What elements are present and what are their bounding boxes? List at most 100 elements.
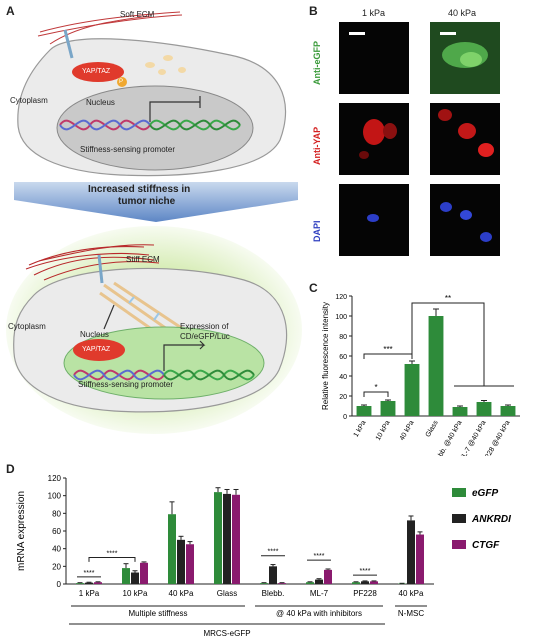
c-sig-bracket-3 — [411, 302, 485, 386]
col-label-40kpa: 40 kPa — [448, 8, 477, 18]
d-bar-ankrdi — [177, 539, 185, 584]
d-bar-egfp — [122, 568, 130, 584]
d-ytick-label: 80 — [52, 509, 61, 518]
c-xtick-label: 40 kPa — [399, 419, 416, 441]
phospho-label: P — [119, 79, 124, 85]
d-xtick-label: 40 kPa — [169, 589, 194, 598]
panel-label-a: A — [6, 4, 15, 18]
panel-label-c: C — [309, 281, 318, 295]
c-xtick-label: Glass — [425, 419, 440, 438]
d-ytick-label: 100 — [48, 492, 62, 501]
micrograph-egfp-40kpa — [430, 22, 500, 94]
scale-bar — [349, 32, 365, 35]
integrin-2 — [97, 254, 104, 284]
stiffness-arrow — [14, 182, 298, 222]
d-sig-blebb-label: **** — [268, 549, 279, 556]
d-bar-ankrdi — [269, 566, 277, 584]
c-ytick-label: 40 — [339, 374, 347, 381]
soft-ecm-cell-diagram — [17, 11, 287, 177]
d-group-label-3: MRCS-eGFP — [203, 629, 250, 636]
c-ytick-label: 120 — [335, 294, 347, 301]
dna-helix-2 — [73, 369, 255, 381]
d-xtick-label: 40 kPa — [399, 589, 424, 598]
d-bar-ankrdi — [407, 520, 415, 584]
d-group-label-4: N-MSC — [398, 609, 424, 618]
stiff-ecm-fibers — [25, 244, 160, 281]
d-bar-ctgf — [370, 581, 378, 584]
c-bar — [476, 402, 492, 416]
d-bar-ankrdi — [315, 579, 323, 584]
d-bar-egfp — [352, 582, 360, 584]
repression-marker — [149, 96, 201, 122]
d-xtick-label: ML-7 — [310, 589, 329, 598]
scale-bar-2 — [440, 32, 456, 35]
d-bar-ctgf — [232, 494, 240, 584]
d-bar-egfp — [306, 582, 314, 584]
nucleus — [56, 85, 254, 171]
d-bar-egfp — [260, 583, 268, 584]
d-sig-pf228-label: **** — [360, 568, 371, 575]
c-xtick-label: ML-7 @40 kPa — [458, 419, 488, 456]
d-group-label-2: @ 40 kPa with inhibitors — [276, 609, 362, 618]
cytoplasm-particles — [145, 55, 186, 75]
col-label-1kpa: 1 kPa — [362, 8, 386, 18]
c-bar — [452, 407, 468, 416]
c-sig-bracket-2 — [363, 353, 413, 359]
d-xtick-label: Glass — [217, 589, 237, 598]
d-legend-swatch-egfp — [452, 488, 466, 497]
soft-ecm-fibers — [37, 11, 183, 45]
d-group-label-1: Multiple stiffness — [129, 609, 188, 618]
dna-helix — [59, 119, 241, 131]
promoter-label: Stiffness-sensing promoter — [80, 145, 176, 154]
d-bar-ctgf — [324, 569, 332, 584]
d-sig-bracket — [88, 557, 136, 562]
c-bar — [428, 316, 444, 416]
panel-label-d: D — [6, 462, 15, 476]
micrograph-dapi-40kpa — [430, 184, 500, 256]
d-ytick-label: 60 — [52, 527, 61, 536]
c-xtick-label: 1 kPa — [353, 419, 368, 438]
d-bar-egfp — [214, 492, 222, 584]
d-xtick-label: 1 kPa — [79, 589, 100, 598]
d-ytick-label: 20 — [52, 562, 61, 571]
expression-arrow — [163, 340, 206, 371]
c-sig-bracket-2-label: *** — [383, 345, 392, 354]
c-sig-bracket-3-label: ** — [445, 294, 451, 303]
yap-taz-label: YAP/TAZ — [82, 68, 111, 75]
d-legend-swatch-ctgf — [452, 540, 466, 549]
c-ytick-label: 100 — [335, 314, 347, 321]
d-sig-1kpa-label: **** — [84, 570, 95, 577]
phospho-circle — [117, 77, 127, 87]
soft-ecm-label: Soft ECM — [120, 10, 155, 19]
cytoplasm-label: Cytoplasm — [10, 96, 48, 105]
d-ylabel: mRNA expression — [16, 491, 27, 571]
d-legend-label-egfp: eGFP — [472, 488, 498, 499]
nucleus-label: Nucleus — [86, 98, 115, 107]
c-xtick-label: 10 kPa — [375, 419, 392, 441]
row-label-dapi: DAPI — [312, 220, 322, 242]
yap-taz-label-2: YAP/TAZ — [82, 346, 111, 353]
stiff-ecm-cell-diagram — [6, 226, 302, 434]
d-bar-ankrdi — [361, 581, 369, 584]
cytoplasm-label-2: Cytoplasm — [8, 322, 46, 331]
row-label-egfp: Anti-eGFP — [312, 41, 322, 85]
c-bar — [356, 406, 372, 416]
yap-taz-oval — [72, 62, 124, 82]
d-xtick-label: PF228 — [353, 589, 377, 598]
d-ytick-label: 0 — [57, 580, 62, 589]
panel-label-b: B — [309, 4, 318, 18]
d-bar-ctgf — [186, 544, 194, 584]
c-ytick-label: 60 — [339, 354, 347, 361]
d-legend-swatch-ankrdi — [452, 514, 466, 523]
c-ylabel: Relative fluorescence intensity — [321, 302, 330, 410]
micrograph-dapi-1kpa — [339, 184, 409, 256]
d-ytick-label: 40 — [52, 545, 61, 554]
d-legend-label-ctgf: CTGF — [472, 540, 500, 551]
nucleus-label-2: Nucleus — [80, 330, 109, 339]
d-ytick-label: 120 — [48, 474, 62, 483]
d-bar-ctgf — [94, 582, 102, 584]
c-ytick-label: 20 — [339, 394, 347, 401]
d-bar-ctgf — [140, 562, 148, 584]
chart-c: 0 20 40 60 80 100 120 Relative fluorescence int… — [321, 294, 520, 456]
d-xtick-label: 10 kPa — [123, 589, 148, 598]
